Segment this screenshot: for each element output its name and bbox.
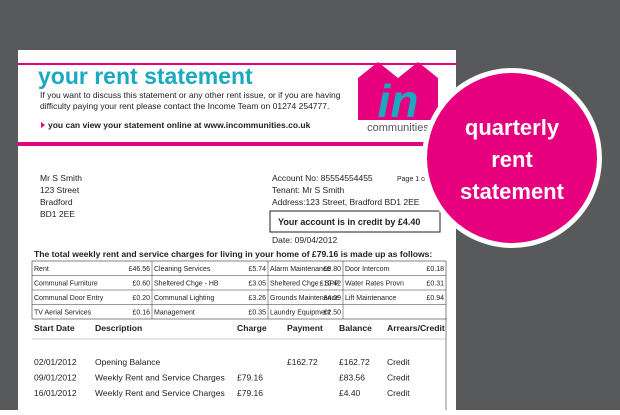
charge-amount: £0.94 (426, 295, 444, 302)
header-rule (18, 142, 456, 146)
credit-box (269, 210, 441, 233)
badge-line: rent (491, 147, 533, 172)
statement-table: Start Date Description Charge Payment Balanc… (32, 318, 447, 410)
charge-name: Management (154, 310, 195, 317)
column-header: Balance (339, 323, 372, 333)
charge-amount: £4.09 (323, 295, 341, 302)
address-line: 123 Street (40, 185, 80, 195)
column-header: Arrears/Credit (387, 323, 445, 333)
charge-name: Cleaning Services (154, 266, 211, 273)
column-header: Start Date (34, 323, 75, 333)
charge-amount: £10.42 (320, 281, 342, 288)
charge-name: Alarm Maintenance (270, 266, 330, 273)
address: Mr S Smith 123 Street Bradford BD1 2EE (40, 173, 82, 219)
cell: Weekly Rent and Service Charges (95, 373, 225, 383)
charges-grid: Rent £46.56 Cleaning Services £5.74 Alarm Ma… (31, 260, 447, 320)
cell: Credit (387, 373, 410, 383)
logo-mark: in (378, 75, 419, 127)
charge-name: Communal Lighting (154, 295, 214, 302)
charge-amount: £3.26 (248, 295, 266, 302)
intro-line: difficulty paying your rent please conta… (40, 101, 329, 111)
page-number: Page 1 o (397, 176, 425, 183)
cell: 09/01/2012 (34, 373, 77, 383)
cell: £79.16 (237, 373, 263, 383)
account-number: Account No: 85554554455 (272, 173, 373, 183)
charge-name: Lift Maintenance (345, 295, 396, 302)
charge-amount: £3.05 (248, 281, 266, 288)
intro-line: If you want to discuss this statement or… (40, 90, 341, 100)
cell: £162.72 (287, 357, 318, 367)
top-rule (18, 63, 456, 65)
column-header: Charge (237, 323, 267, 333)
account-address: Address:123 Street, Bradford BD1 2EE (272, 197, 420, 207)
column-header: Payment (287, 323, 323, 333)
charge-amount: £0.35 (248, 310, 266, 317)
charge-amount: £5.74 (248, 266, 266, 273)
charge-name: Water Rates Provn (345, 281, 404, 288)
cell: Weekly Rent and Service Charges (95, 388, 225, 398)
cell: £162.72 (339, 357, 370, 367)
charges-caption: The total weekly rent and service charge… (34, 249, 432, 259)
title: your rent statement (38, 63, 253, 89)
charge-name: Grounds Maintenance (270, 295, 339, 302)
charge-amount: £0.31 (426, 281, 444, 288)
credit: Your account is in credit by £4.40 (278, 217, 420, 227)
cell: £83.56 (339, 373, 365, 383)
charge-amount: £2.50 (323, 310, 341, 317)
charge-name: Communal Furniture (34, 281, 98, 288)
date: Date: 09/04/2012 (272, 235, 337, 245)
badge (427, 73, 597, 243)
charge-name: Laundry Equipment (270, 310, 331, 317)
charge-name: Door Intercom (345, 266, 390, 273)
logo-text: communities (367, 122, 429, 134)
cell: Credit (387, 388, 410, 398)
arrow (41, 122, 45, 128)
cell: Opening Balance (95, 357, 160, 367)
logo: in communities (358, 62, 438, 134)
cell: 16/01/2012 (34, 388, 77, 398)
charge-amount: £0.20 (132, 295, 150, 302)
charge-amount: £0.80 (323, 266, 341, 273)
column-header: Description (95, 323, 142, 333)
badge-text: quarterly rent statement (460, 115, 565, 204)
address-line: Bradford (40, 197, 73, 207)
badge-line: quarterly (465, 115, 560, 140)
charge-name: Sheltered Chge - HB (154, 281, 219, 288)
cell: Credit (387, 357, 410, 367)
charge-amount: £46.56 (129, 266, 151, 273)
charge-name: Communal Door Entry (34, 295, 104, 302)
address-line: BD1 2EE (40, 209, 75, 219)
cell: £79.16 (237, 388, 263, 398)
charge-name: Sheltered Chge - SPP (270, 281, 339, 288)
charge-amount: £0.60 (132, 281, 150, 288)
badge-line: statement (460, 179, 565, 204)
cell: £4.40 (339, 388, 361, 398)
address-line: Mr S Smith (40, 173, 82, 183)
charge-name: Rent (34, 266, 49, 273)
charge-amount: £0.18 (426, 266, 444, 273)
charge-name: TV Aerial Services (34, 310, 92, 317)
charge-amount: £0.16 (132, 310, 150, 317)
online-link: you can view your statement online at ww… (48, 120, 311, 130)
tenant: Tenant: Mr S Smith (272, 185, 345, 195)
cell: 02/01/2012 (34, 357, 77, 367)
